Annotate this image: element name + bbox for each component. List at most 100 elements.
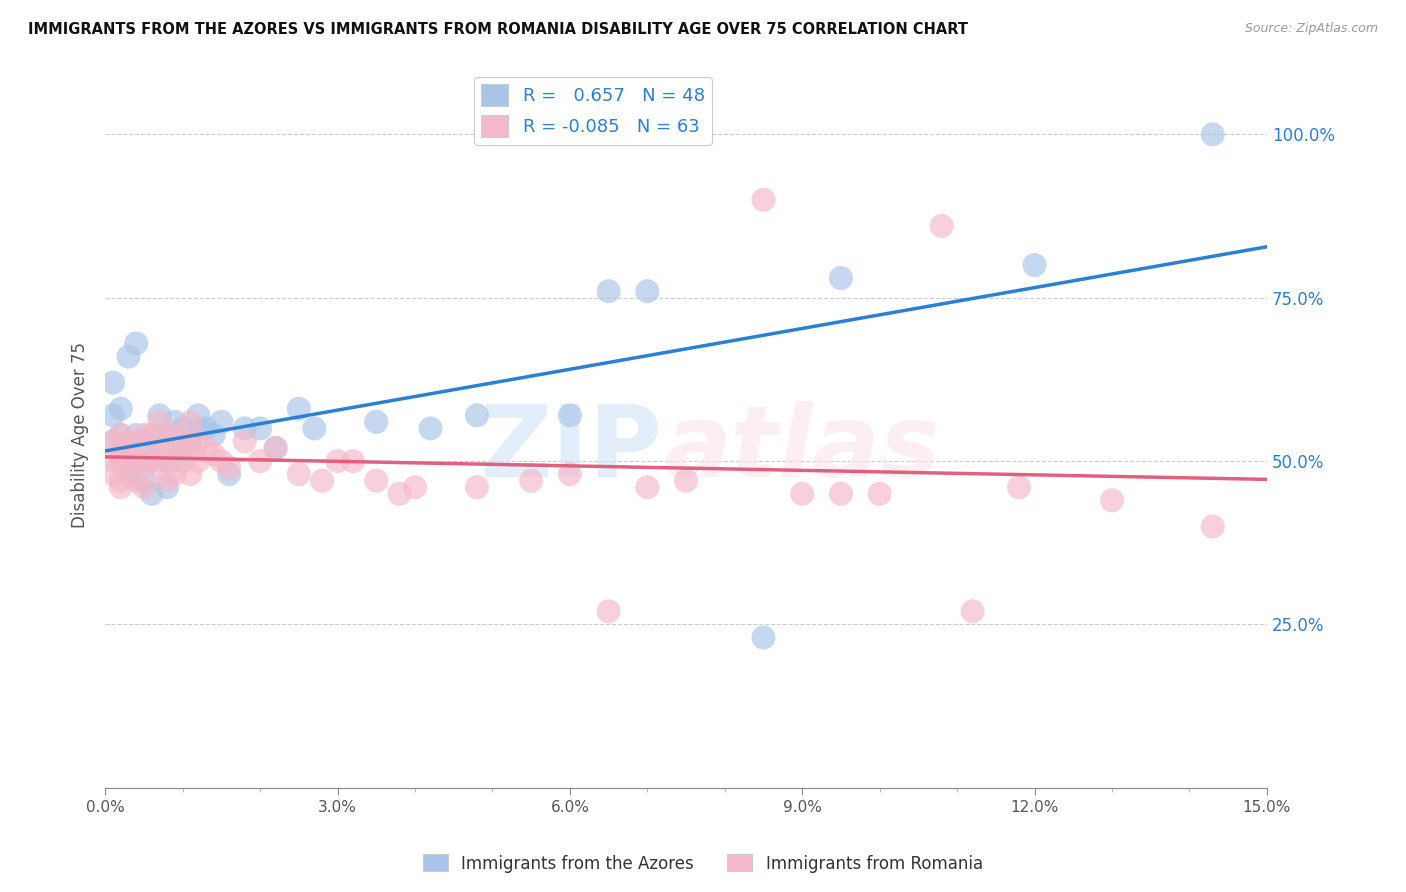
Point bbox=[792, 487, 814, 501]
Point bbox=[304, 421, 326, 435]
Point bbox=[194, 441, 217, 455]
Point bbox=[187, 434, 209, 449]
Point bbox=[752, 193, 775, 207]
Point bbox=[156, 428, 179, 442]
Point bbox=[141, 428, 163, 442]
Point bbox=[202, 448, 225, 462]
Point bbox=[117, 350, 139, 364]
Legend: R =   0.657   N = 48, R = -0.085   N = 63: R = 0.657 N = 48, R = -0.085 N = 63 bbox=[474, 77, 711, 145]
Point bbox=[132, 454, 155, 468]
Point bbox=[125, 336, 148, 351]
Point bbox=[636, 284, 658, 298]
Point bbox=[311, 474, 333, 488]
Point bbox=[404, 480, 426, 494]
Point bbox=[110, 401, 132, 416]
Point bbox=[141, 428, 163, 442]
Point bbox=[1101, 493, 1123, 508]
Point bbox=[419, 421, 441, 435]
Point bbox=[172, 454, 194, 468]
Point bbox=[194, 421, 217, 435]
Point bbox=[132, 474, 155, 488]
Point bbox=[125, 474, 148, 488]
Point bbox=[326, 454, 349, 468]
Point bbox=[830, 271, 852, 285]
Point bbox=[101, 454, 124, 468]
Point bbox=[558, 467, 581, 482]
Text: IMMIGRANTS FROM THE AZORES VS IMMIGRANTS FROM ROMANIA DISABILITY AGE OVER 75 COR: IMMIGRANTS FROM THE AZORES VS IMMIGRANTS… bbox=[28, 22, 969, 37]
Point bbox=[110, 448, 132, 462]
Point bbox=[179, 467, 201, 482]
Point bbox=[141, 454, 163, 468]
Point bbox=[163, 467, 186, 482]
Point bbox=[218, 460, 240, 475]
Point bbox=[148, 441, 170, 455]
Point bbox=[101, 409, 124, 423]
Point bbox=[163, 454, 186, 468]
Point bbox=[125, 428, 148, 442]
Point bbox=[675, 474, 697, 488]
Text: Source: ZipAtlas.com: Source: ZipAtlas.com bbox=[1244, 22, 1378, 36]
Text: ZIP: ZIP bbox=[479, 401, 662, 498]
Point bbox=[1008, 480, 1031, 494]
Point bbox=[209, 415, 232, 429]
Point bbox=[110, 480, 132, 494]
Point bbox=[117, 467, 139, 482]
Point bbox=[101, 434, 124, 449]
Point bbox=[931, 219, 953, 233]
Point bbox=[132, 480, 155, 494]
Point bbox=[163, 448, 186, 462]
Point bbox=[148, 460, 170, 475]
Point bbox=[179, 441, 201, 455]
Point bbox=[869, 487, 891, 501]
Point bbox=[218, 467, 240, 482]
Point bbox=[148, 434, 170, 449]
Point bbox=[249, 454, 271, 468]
Point bbox=[101, 376, 124, 390]
Point bbox=[288, 467, 311, 482]
Point bbox=[101, 467, 124, 482]
Text: atlas: atlas bbox=[662, 401, 939, 498]
Point bbox=[156, 454, 179, 468]
Point bbox=[125, 454, 148, 468]
Point bbox=[636, 480, 658, 494]
Point bbox=[117, 441, 139, 455]
Point bbox=[249, 421, 271, 435]
Point bbox=[465, 409, 488, 423]
Point bbox=[1202, 128, 1225, 142]
Point bbox=[110, 454, 132, 468]
Point bbox=[187, 454, 209, 468]
Point bbox=[125, 434, 148, 449]
Point bbox=[233, 421, 256, 435]
Point bbox=[163, 428, 186, 442]
Point bbox=[156, 448, 179, 462]
Point bbox=[148, 409, 170, 423]
Point bbox=[520, 474, 543, 488]
Point bbox=[117, 467, 139, 482]
Y-axis label: Disability Age Over 75: Disability Age Over 75 bbox=[72, 342, 89, 528]
Point bbox=[110, 474, 132, 488]
Point bbox=[179, 434, 201, 449]
Point bbox=[830, 487, 852, 501]
Point bbox=[156, 428, 179, 442]
Legend: Immigrants from the Azores, Immigrants from Romania: Immigrants from the Azores, Immigrants f… bbox=[416, 847, 990, 880]
Point bbox=[117, 454, 139, 468]
Point bbox=[1024, 258, 1046, 272]
Point bbox=[202, 428, 225, 442]
Point bbox=[962, 604, 984, 618]
Point bbox=[209, 454, 232, 468]
Point bbox=[388, 487, 411, 501]
Point bbox=[233, 434, 256, 449]
Point bbox=[132, 428, 155, 442]
Point bbox=[558, 409, 581, 423]
Point bbox=[598, 604, 620, 618]
Point bbox=[156, 480, 179, 494]
Point bbox=[752, 631, 775, 645]
Point bbox=[110, 428, 132, 442]
Point bbox=[117, 434, 139, 449]
Point bbox=[1202, 519, 1225, 533]
Point bbox=[163, 415, 186, 429]
Point bbox=[110, 428, 132, 442]
Point bbox=[465, 480, 488, 494]
Point bbox=[187, 409, 209, 423]
Point bbox=[172, 434, 194, 449]
